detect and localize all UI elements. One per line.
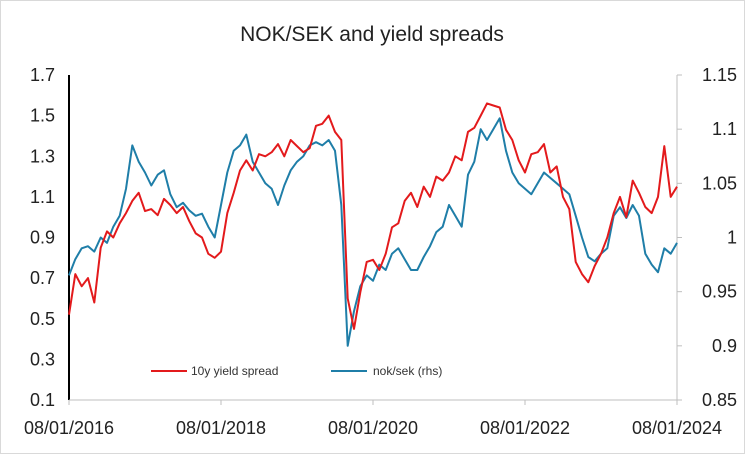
- x-tick-label: 08/01/2024: [632, 418, 722, 438]
- left-tick-label: 1.1: [30, 187, 55, 207]
- x-tick-label: 08/01/2022: [480, 418, 570, 438]
- left-tick-label: 0.5: [30, 309, 55, 329]
- series-layer: [68, 102, 678, 347]
- legend-label: nok/sek (rhs): [373, 364, 442, 378]
- left-tick-labels: 0.1 0.3 0.5 0.7 0.9 1.1 1.3 1.5 1.7: [30, 65, 55, 410]
- right-tick-label: 1.05: [702, 173, 737, 193]
- right-tick-label: 0.95: [702, 282, 737, 302]
- right-tick-label: 0.85: [702, 390, 737, 410]
- x-tick-labels: 08/01/2016 08/01/2018 08/01/2020 08/01/2022…: [24, 400, 722, 438]
- x-tick-label: 08/01/2016: [24, 418, 114, 438]
- right-tick-labels: 0.85 0.9 0.95 1 1.05 1.1 1.15: [677, 65, 737, 410]
- legend-label: 10y yield spread: [191, 364, 278, 378]
- right-tick-label: 1.15: [702, 65, 737, 85]
- right-tick-label: 0.9: [712, 336, 737, 356]
- left-tick-label: 0.1: [30, 390, 55, 410]
- right-tick-label: 1: [727, 228, 737, 248]
- series-line-yield-spread: [68, 102, 678, 330]
- left-tick-label: 1.7: [30, 65, 55, 85]
- x-tick-label: 08/01/2020: [328, 418, 418, 438]
- right-tick-label: 1.1: [712, 119, 737, 139]
- series-line-nok-sek: [68, 117, 678, 347]
- left-tick-label: 1.5: [30, 106, 55, 126]
- x-tick-label: 08/01/2018: [176, 418, 266, 438]
- chart-title: NOK/SEK and yield spreads: [240, 23, 504, 46]
- legend: 10y yield spread nok/sek (rhs): [151, 364, 442, 378]
- left-tick-label: 0.9: [30, 228, 55, 248]
- left-tick-label: 0.7: [30, 268, 55, 288]
- left-tick-label: 1.3: [30, 146, 55, 166]
- left-tick-label: 0.3: [30, 349, 55, 369]
